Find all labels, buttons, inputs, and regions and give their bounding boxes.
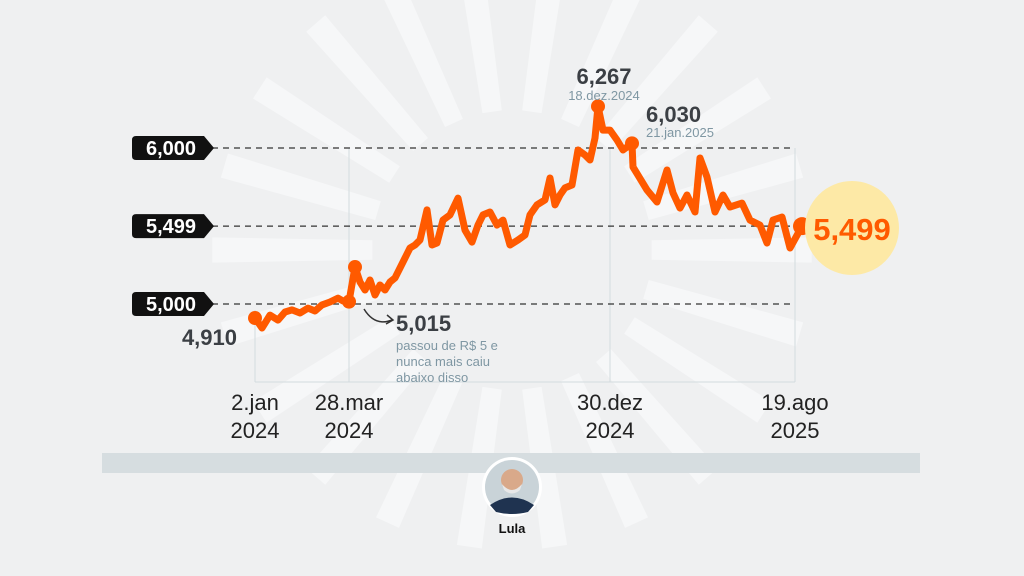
- reference-label: 5,000: [146, 294, 196, 316]
- background-ray: [306, 349, 428, 485]
- background-ray: [624, 77, 771, 183]
- background-ray: [376, 372, 463, 528]
- arrow-head-icon: [385, 314, 395, 325]
- start-value-label: 4,910: [182, 325, 237, 350]
- arrow-icon: [363, 308, 393, 323]
- background-ray: [596, 349, 718, 485]
- background-ray: [522, 0, 560, 114]
- background-ray: [596, 15, 718, 151]
- reference-label-bg: [132, 136, 214, 160]
- background-ray: [464, 0, 502, 114]
- data-point-marker: [591, 99, 605, 114]
- president-label: Lula: [499, 521, 526, 536]
- x-tick-label: 28.mar: [315, 390, 383, 415]
- reference-label: 6,000: [146, 138, 196, 160]
- x-tick-label: 19.ago: [761, 390, 828, 415]
- jan-value-label: 6,030: [646, 102, 701, 127]
- data-point-marker: [625, 136, 639, 151]
- x-tick-year: 2024: [325, 418, 374, 443]
- x-tick-label: 2.jan: [231, 390, 279, 415]
- x-tick-year: 2024: [586, 418, 635, 443]
- cross-value-label: 5,015: [396, 311, 451, 336]
- x-tick-year: 2025: [771, 418, 820, 443]
- background-ray: [212, 237, 373, 263]
- cross-note-1: passou de R$ 5 e: [396, 338, 498, 353]
- reference-label: 5,499: [146, 216, 196, 238]
- x-tick-year: 2024: [231, 418, 280, 443]
- background-ray: [253, 77, 400, 183]
- background-ray: [384, 0, 463, 128]
- cross-note-3: abaixo disso: [396, 370, 468, 385]
- reference-label-bg: [132, 292, 214, 316]
- background-ray: [220, 153, 381, 221]
- reference-label-bg: [132, 214, 214, 239]
- data-point-marker: [348, 260, 362, 275]
- jan-date-label: 21.jan.2025: [646, 125, 714, 140]
- data-point-marker: [342, 294, 356, 309]
- background-ray: [306, 15, 428, 151]
- data-point-marker: [248, 311, 262, 326]
- cross-note-2: nunca mais caiu: [396, 354, 490, 369]
- current-value-highlight: [805, 181, 899, 275]
- current-value-label: 5,499: [813, 212, 891, 247]
- background-ray: [643, 279, 804, 347]
- background-ray: [561, 0, 640, 128]
- avatar: [482, 457, 542, 517]
- background-ray: [624, 317, 771, 423]
- background-ray: [651, 237, 812, 263]
- peak-value-label: 6,267: [576, 64, 631, 89]
- x-tick-label: 30.dez: [577, 390, 643, 415]
- series-line: [251, 102, 806, 332]
- peak-date-label: 18.dez.2024: [568, 88, 640, 103]
- background-ray: [253, 317, 400, 423]
- background-ray: [561, 372, 648, 528]
